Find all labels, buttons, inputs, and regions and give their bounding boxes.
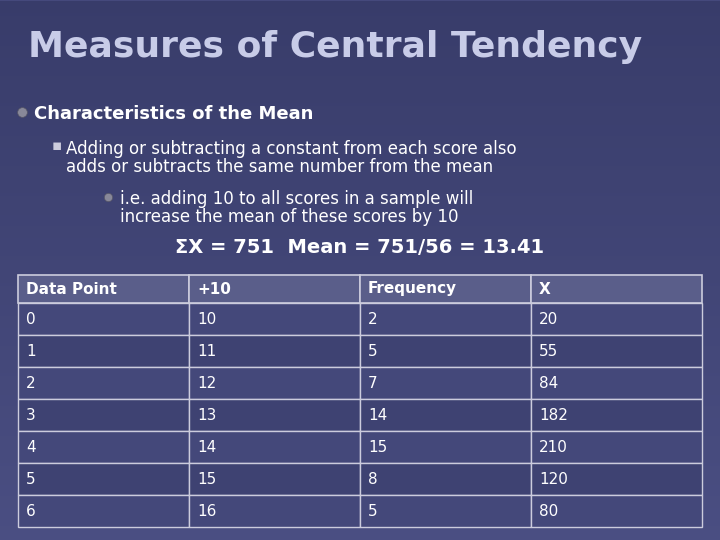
- Text: increase the mean of these scores by 10: increase the mean of these scores by 10: [120, 208, 459, 226]
- Bar: [360, 463, 531, 495]
- Text: X: X: [539, 281, 551, 296]
- Text: 2: 2: [368, 312, 377, 327]
- Text: ΣX = 751  Mean = 751/56 = 13.41: ΣX = 751 Mean = 751/56 = 13.41: [176, 238, 544, 257]
- Text: 80: 80: [539, 503, 558, 518]
- Bar: [189, 367, 360, 399]
- Text: 8: 8: [368, 471, 377, 487]
- Bar: [360, 431, 531, 463]
- Bar: [531, 275, 702, 303]
- Bar: [189, 335, 360, 367]
- Text: 14: 14: [368, 408, 387, 422]
- Text: 5: 5: [368, 343, 377, 359]
- Text: Adding or subtracting a constant from each score also: Adding or subtracting a constant from ea…: [66, 140, 517, 158]
- Bar: [18, 303, 189, 335]
- Bar: [360, 335, 531, 367]
- Text: 5: 5: [26, 471, 35, 487]
- Text: 14: 14: [197, 440, 216, 455]
- Text: 84: 84: [539, 375, 558, 390]
- Text: 4: 4: [26, 440, 35, 455]
- Bar: [360, 367, 531, 399]
- Text: 11: 11: [197, 343, 216, 359]
- Text: Measures of Central Tendency: Measures of Central Tendency: [28, 30, 642, 64]
- Bar: [531, 495, 702, 527]
- Bar: [18, 495, 189, 527]
- Text: 15: 15: [197, 471, 216, 487]
- Bar: [531, 335, 702, 367]
- Bar: [531, 303, 702, 335]
- Text: +10: +10: [197, 281, 231, 296]
- Text: 120: 120: [539, 471, 568, 487]
- Bar: [189, 303, 360, 335]
- Bar: [18, 275, 189, 303]
- Text: Characteristics of the Mean: Characteristics of the Mean: [34, 105, 313, 123]
- Bar: [189, 495, 360, 527]
- Bar: [18, 367, 189, 399]
- Bar: [189, 431, 360, 463]
- Text: 12: 12: [197, 375, 216, 390]
- Text: 2: 2: [26, 375, 35, 390]
- Bar: [531, 399, 702, 431]
- Text: 7: 7: [368, 375, 377, 390]
- Bar: [531, 431, 702, 463]
- Text: 182: 182: [539, 408, 568, 422]
- Bar: [360, 495, 531, 527]
- Text: 5: 5: [368, 503, 377, 518]
- Bar: [360, 275, 531, 303]
- Text: 20: 20: [539, 312, 558, 327]
- Text: 1: 1: [26, 343, 35, 359]
- Bar: [531, 367, 702, 399]
- Bar: [189, 463, 360, 495]
- Text: 55: 55: [539, 343, 558, 359]
- Text: 13: 13: [197, 408, 217, 422]
- Bar: [189, 275, 360, 303]
- Text: 210: 210: [539, 440, 568, 455]
- Bar: [531, 463, 702, 495]
- Text: 10: 10: [197, 312, 216, 327]
- Bar: [18, 335, 189, 367]
- Text: Frequency: Frequency: [368, 281, 457, 296]
- Bar: [189, 399, 360, 431]
- Bar: [18, 463, 189, 495]
- Text: i.e. adding 10 to all scores in a sample will: i.e. adding 10 to all scores in a sample…: [120, 190, 473, 208]
- Text: 15: 15: [368, 440, 387, 455]
- Bar: [360, 399, 531, 431]
- Text: ▪: ▪: [52, 138, 63, 153]
- Bar: [18, 431, 189, 463]
- Bar: [360, 303, 531, 335]
- Text: 16: 16: [197, 503, 217, 518]
- Bar: [18, 399, 189, 431]
- Text: 6: 6: [26, 503, 36, 518]
- Text: 3: 3: [26, 408, 36, 422]
- Text: 0: 0: [26, 312, 35, 327]
- Text: adds or subtracts the same number from the mean: adds or subtracts the same number from t…: [66, 158, 493, 176]
- Text: Data Point: Data Point: [26, 281, 117, 296]
